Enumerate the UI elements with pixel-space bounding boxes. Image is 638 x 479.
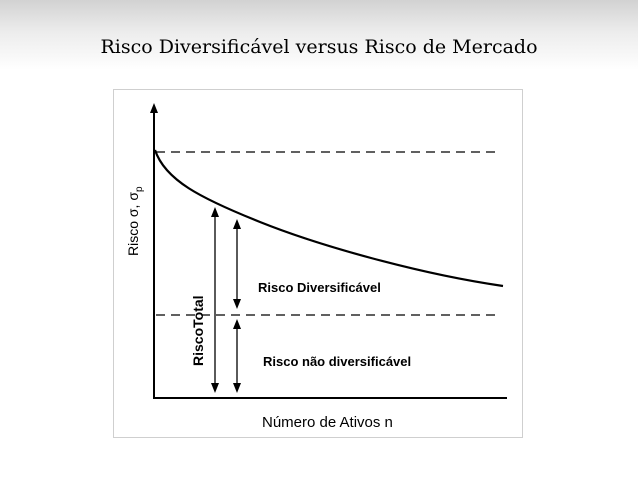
diagram-frame: [113, 89, 523, 438]
diversifiable-risk-label: Risco Diversificável: [258, 280, 381, 295]
non-diversifiable-risk-label: Risco não diversificável: [263, 354, 411, 369]
header-band: [0, 0, 638, 70]
y-axis-label: Risco σ, σp: [125, 186, 145, 256]
total-risk-curve: [153, 149, 504, 288]
slide-title: Risco Diversificável versus Risco de Mer…: [100, 36, 538, 58]
total-risk-label: RiscoTotal: [190, 295, 206, 366]
x-axis-label: Número de Ativos n: [262, 414, 393, 431]
